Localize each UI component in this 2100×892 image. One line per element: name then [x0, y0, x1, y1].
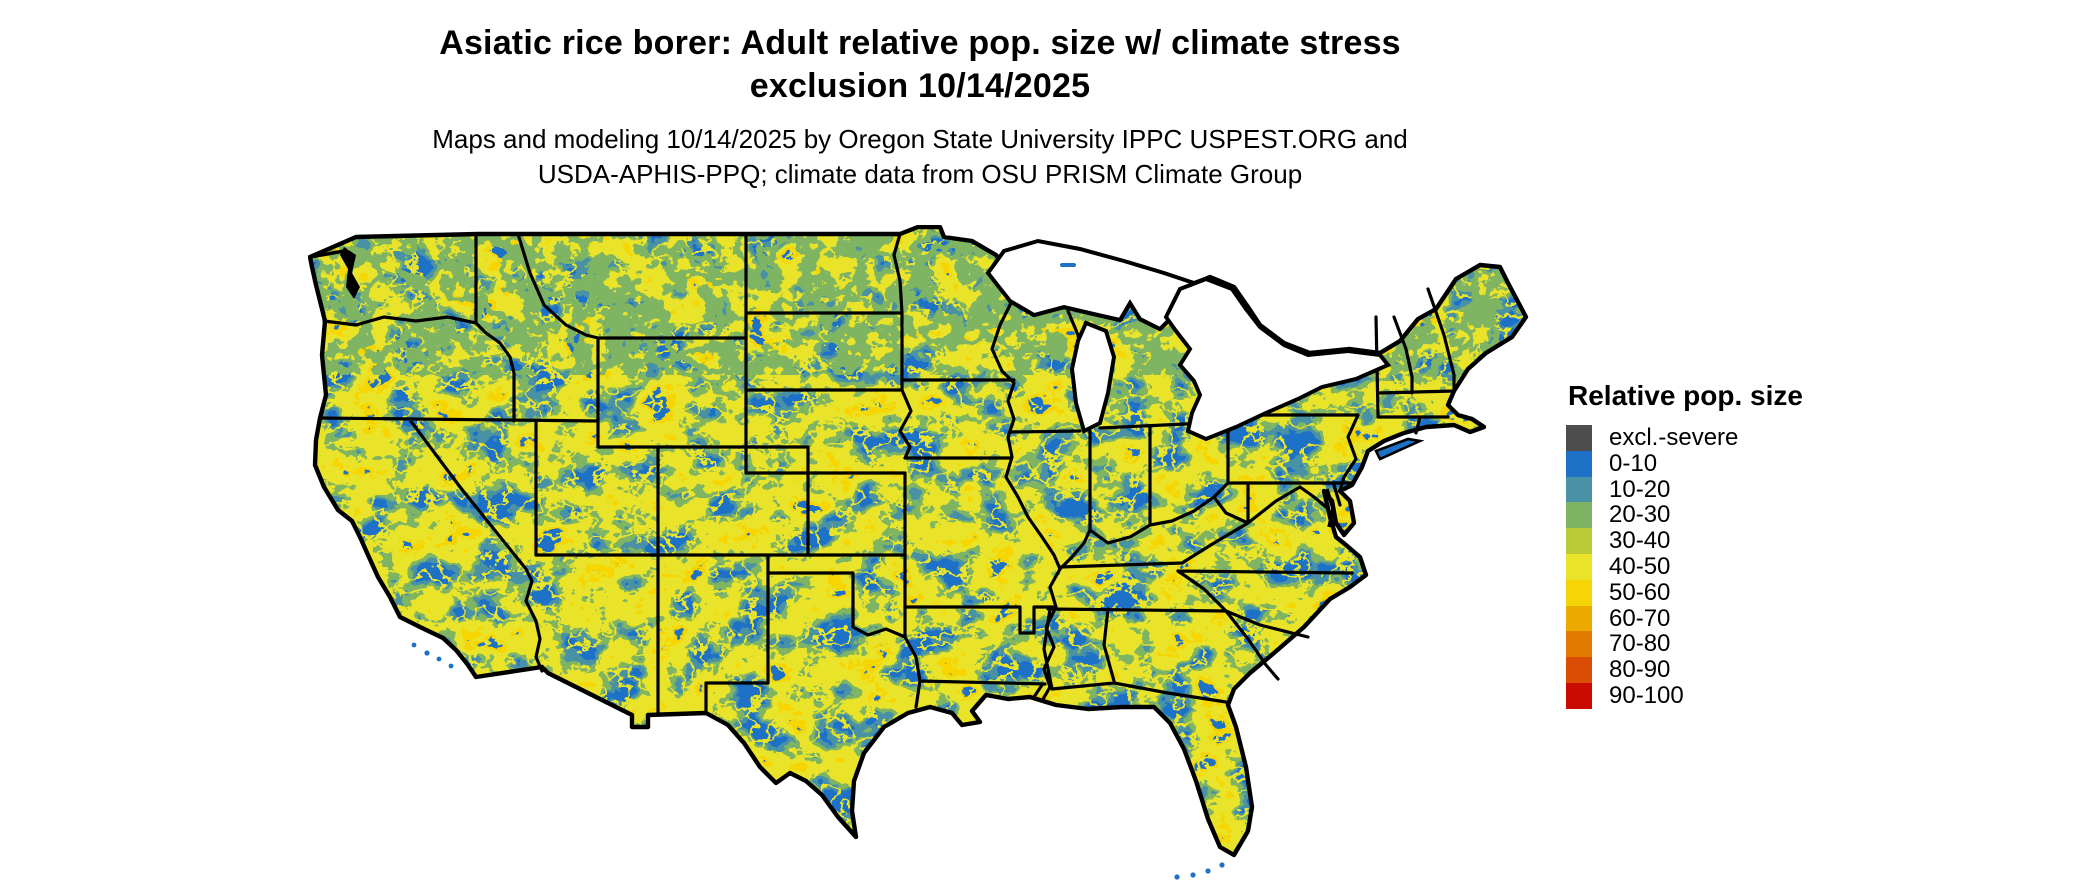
- map-title-line2: exclusion 10/14/2025: [749, 67, 1091, 105]
- legend-item-label: 0-10: [1609, 449, 1658, 477]
- us-risk-map: [308, 225, 1530, 885]
- legend-swatch: [1566, 476, 1592, 503]
- channel-islands: [411, 642, 454, 669]
- legend-item-label: excl.-severe: [1609, 424, 1739, 451]
- legend-item: 90-100: [1566, 683, 1926, 709]
- legend-item-label: 30-40: [1609, 527, 1671, 555]
- juan-de-fuca-strait: [309, 249, 345, 259]
- legend-item: 30-40: [1566, 528, 1926, 554]
- legend-item: 70-80: [1566, 630, 1926, 658]
- legend-item: 80-90: [1566, 657, 1926, 683]
- map-title-line1: Asiatic rice borer: Adult relative pop. …: [439, 24, 1401, 62]
- legend-item-label: 20-30: [1609, 501, 1671, 529]
- map-raster: [310, 227, 1526, 855]
- state-borders: [318, 232, 1456, 717]
- legend-item-label: 50-60: [1609, 578, 1671, 606]
- map-subtitle-line1: Maps and modeling 10/14/2025 by Oregon S…: [432, 124, 1408, 154]
- chesapeake-bay: [1325, 488, 1335, 528]
- legend-swatch: [1566, 528, 1592, 554]
- lakes-huron-erie-ontario: [1163, 276, 1392, 442]
- legend-swatch: [1566, 605, 1592, 632]
- legend-swatch: [1566, 682, 1592, 709]
- legend-swatch: [1566, 631, 1592, 658]
- legend-item: 20-30: [1566, 501, 1926, 529]
- puget-sound: [340, 247, 360, 299]
- legend: Relative pop. size excl.-severe 0-10 10-20…: [1566, 380, 1926, 709]
- map-title: Asiatic rice borer: Adult relative pop. …: [260, 22, 1580, 108]
- legend-item-label: 90-100: [1609, 681, 1684, 709]
- florida-keys: [1174, 862, 1225, 880]
- legend-item: 0-10: [1566, 449, 1926, 477]
- map-subtitle: Maps and modeling 10/14/2025 by Oregon S…: [260, 122, 1580, 192]
- legend-swatch: [1566, 502, 1592, 529]
- legend-swatch: [1566, 579, 1592, 606]
- legend-item: excl.-severe: [1566, 425, 1926, 451]
- legend-item-label: 80-90: [1609, 656, 1671, 684]
- legend-swatch: [1566, 425, 1592, 451]
- lake-michigan: [1069, 320, 1117, 434]
- legend-item: 10-20: [1566, 475, 1926, 503]
- legend-title: Relative pop. size: [1568, 380, 1803, 411]
- legend-item: 60-70: [1566, 604, 1926, 632]
- legend-item-label: 60-70: [1609, 604, 1671, 632]
- map-subtitle-line2: USDA-APHIS-PPQ; climate data from OSU PR…: [537, 159, 1303, 189]
- legend-item: 50-60: [1566, 578, 1926, 606]
- isle-royale: [1060, 263, 1076, 267]
- legend-item: 40-50: [1566, 554, 1926, 580]
- legend-item-label: 70-80: [1609, 630, 1671, 658]
- legend-item-label: 10-20: [1609, 475, 1671, 503]
- legend-swatch: [1566, 450, 1592, 477]
- legend-items: excl.-severe 0-10 10-20 20-30 30-40 40-50 50-6…: [1566, 425, 1926, 709]
- long-island: [1374, 437, 1425, 461]
- legend-item-label: 40-50: [1609, 552, 1671, 580]
- legend-swatch: [1566, 657, 1592, 683]
- us-map-svg: [308, 225, 1530, 880]
- legend-swatch: [1566, 553, 1592, 580]
